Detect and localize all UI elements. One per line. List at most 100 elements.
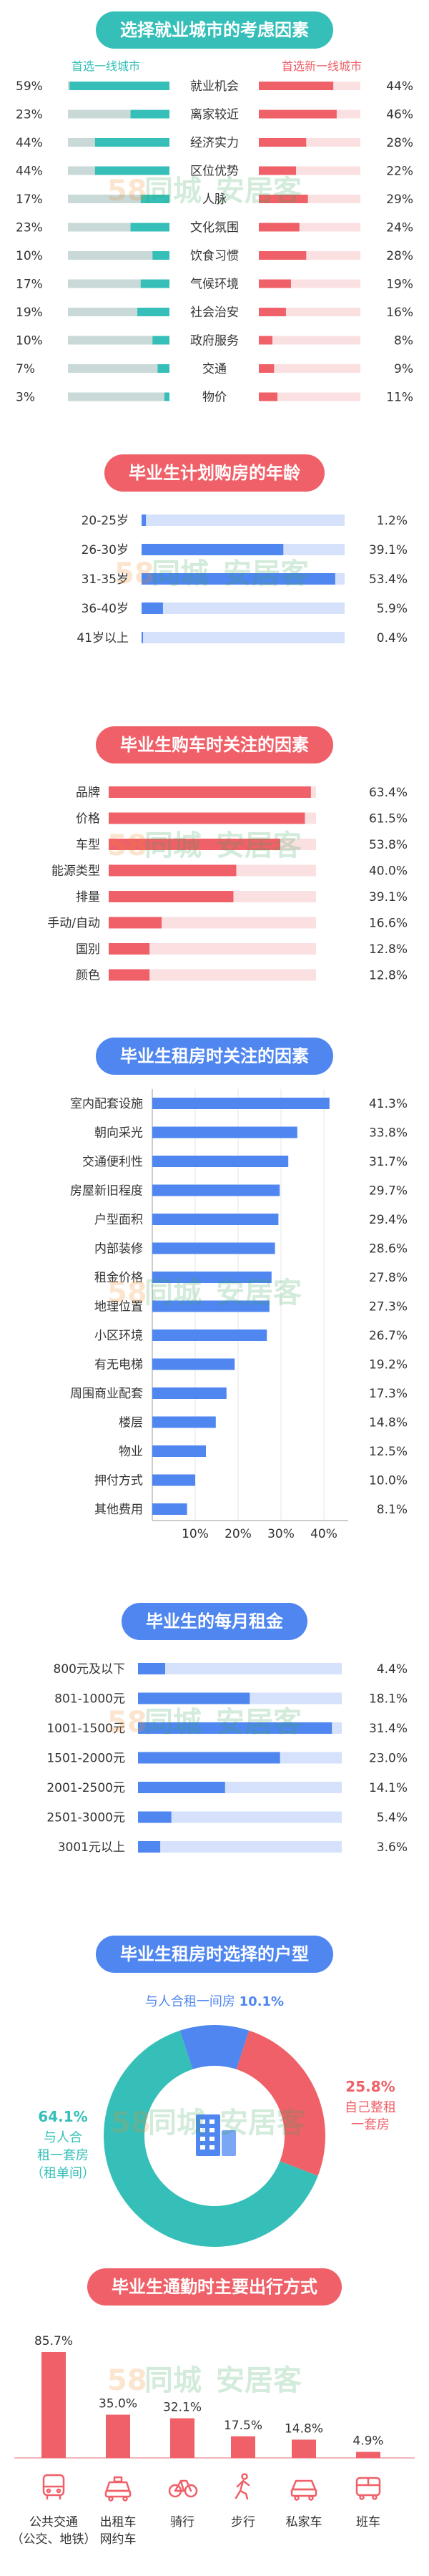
bar <box>109 864 237 877</box>
bar <box>152 1184 280 1196</box>
label-share-apartment: （租单间） <box>31 2166 95 2181</box>
right-value-label: 22% <box>386 165 413 179</box>
bar <box>109 917 162 929</box>
section-room-type: 毕业生租房时选择的户型 与人合租一间房 10.1% 25.8% 自己整租 一套房 64.… <box>0 1925 429 2254</box>
bar <box>109 891 234 902</box>
left-bar-track <box>68 392 169 401</box>
category-label: 物价 <box>202 391 227 405</box>
taxi-icon <box>104 2476 132 2502</box>
table-row: 2501-3000元 5.4% <box>46 1811 408 1825</box>
table-row: 23% 离家较近 46% <box>16 108 413 122</box>
category-label: 41岁以上 <box>77 631 129 645</box>
category-label: 1501-2000元 <box>46 1752 125 1766</box>
watermark-text: 安居客 <box>216 829 302 862</box>
left-value-label: 17% <box>16 278 43 292</box>
table-row: 10% 政府服务 8% <box>16 334 413 348</box>
left-value-label: 10% <box>16 249 43 263</box>
watermark-text: 同城 <box>144 829 202 862</box>
value-share-apartment: 64.1% <box>38 2108 87 2125</box>
category-label: 800元及以下 <box>54 1662 125 1677</box>
building-window <box>200 2128 205 2132</box>
bar <box>142 602 163 614</box>
category-label: 31-35岁 <box>82 572 129 587</box>
legend-right: 首选新一线城市 <box>282 59 362 73</box>
icon-part <box>241 2473 248 2480</box>
right-value-label: 9% <box>394 362 413 376</box>
value-label: 39.1% <box>369 890 408 904</box>
right-bar-track <box>259 364 360 373</box>
right-value-label: 19% <box>386 278 413 292</box>
slice-whole-rent <box>236 2030 325 2176</box>
bar-column: 4.9% <box>352 2434 384 2458</box>
section-monthly-rent: 毕业生的每月租金 800元及以下 4.4% 801-1000元 18.1% 1001-1… <box>0 1592 429 1907</box>
bar <box>109 812 305 824</box>
left-bar-track <box>68 336 169 345</box>
table-row: 17% 气候环境 19% <box>16 278 413 292</box>
left-value-label: 3% <box>16 391 35 405</box>
value-label: 27.3% <box>369 1300 408 1314</box>
icon-part <box>372 2494 378 2500</box>
left-bar <box>130 109 169 119</box>
right-value-label: 8% <box>394 334 413 348</box>
watermark-text: 同城 <box>144 2364 202 2397</box>
bar <box>138 1722 332 1734</box>
bar-column: 32.1% <box>163 2401 202 2458</box>
value-label: 23.0% <box>369 1752 408 1766</box>
left-value-label: 44% <box>16 136 43 150</box>
category-label: 朝向采光 <box>94 1126 143 1141</box>
value-label: 28.6% <box>369 1242 408 1257</box>
icon-part <box>42 2474 65 2497</box>
table-row: 801-1000元 18.1% <box>54 1692 408 1707</box>
buy-house-age-chart: 20-25岁 1.2% 26-30岁 39.1% 31-35岁 53.4% 36-40岁 5.… <box>77 514 408 645</box>
category-label: 骑行 <box>170 2515 194 2529</box>
legend-left: 首选一线城市 <box>72 59 140 73</box>
section-title: 毕业生租房时关注的因素 <box>96 1038 333 1075</box>
rent-factors-chart: 10% 20% 30% 40% 室内配套设施 41.3% 朝向采光 33.8% 交通便利性 31.… <box>70 1089 408 1541</box>
table-row: 地理位置 27.3% <box>94 1300 408 1314</box>
table-row: 17% 人脉 29% <box>16 192 413 207</box>
category-label: 户型面积 <box>94 1213 143 1227</box>
bar-column: 17.5% <box>224 2419 262 2458</box>
bar <box>356 2451 380 2458</box>
section-title: 选择就业城市的考虑因素 <box>96 11 333 49</box>
table-row: 品牌 63.4% <box>76 786 408 800</box>
table-row: 排量 39.1% <box>76 890 408 904</box>
value-label: 14.1% <box>369 1781 408 1795</box>
bar <box>142 573 335 585</box>
table-row: 有无电梯 19.2% <box>94 1358 408 1372</box>
table-row: 10% 饮食习惯 28% <box>16 249 413 263</box>
icon-part <box>290 2488 317 2497</box>
table-row: 23% 文化氛围 24% <box>16 221 413 235</box>
bar-track <box>142 602 345 614</box>
left-bar <box>157 364 169 373</box>
car-icon <box>290 2479 317 2501</box>
watermark-text: 同城 <box>152 557 209 590</box>
category-label: 房屋新旧程度 <box>70 1184 143 1199</box>
bar <box>138 1841 161 1853</box>
monthly-rent-chart: 800元及以下 4.4% 801-1000元 18.1% 1001-1500元 31.4%… <box>46 1662 408 1855</box>
bar-column: 85.7% <box>34 2334 73 2458</box>
table-row: 800元及以下 4.4% <box>54 1662 408 1677</box>
bar-track <box>138 1663 342 1674</box>
right-bar <box>259 166 297 175</box>
category-label: 押付方式 <box>94 1474 143 1488</box>
category-label: 物业 <box>119 1445 143 1459</box>
left-bar <box>152 251 169 260</box>
value-label: 29.4% <box>369 1213 408 1227</box>
watermark-prefix: 58 <box>111 2107 151 2140</box>
category-label: 公共交通 <box>29 2515 78 2529</box>
value-label: 32.1% <box>163 2401 202 2415</box>
value-label: 10.0% <box>369 1474 408 1488</box>
right-bar <box>259 279 291 288</box>
watermark-prefix: 58 <box>107 175 147 208</box>
bar <box>152 1300 270 1312</box>
table-row: 国别 12.8% <box>76 942 408 957</box>
category-label: 交通便利性 <box>82 1155 143 1169</box>
right-bar <box>259 308 286 316</box>
category-label: 36-40岁 <box>82 602 129 616</box>
watermark-prefix: 58 <box>107 2364 147 2397</box>
value-label: 61.5% <box>369 812 408 826</box>
table-row: 小区环境 26.7% <box>94 1329 408 1343</box>
bus-icon <box>42 2474 65 2500</box>
building-window <box>209 2119 214 2124</box>
